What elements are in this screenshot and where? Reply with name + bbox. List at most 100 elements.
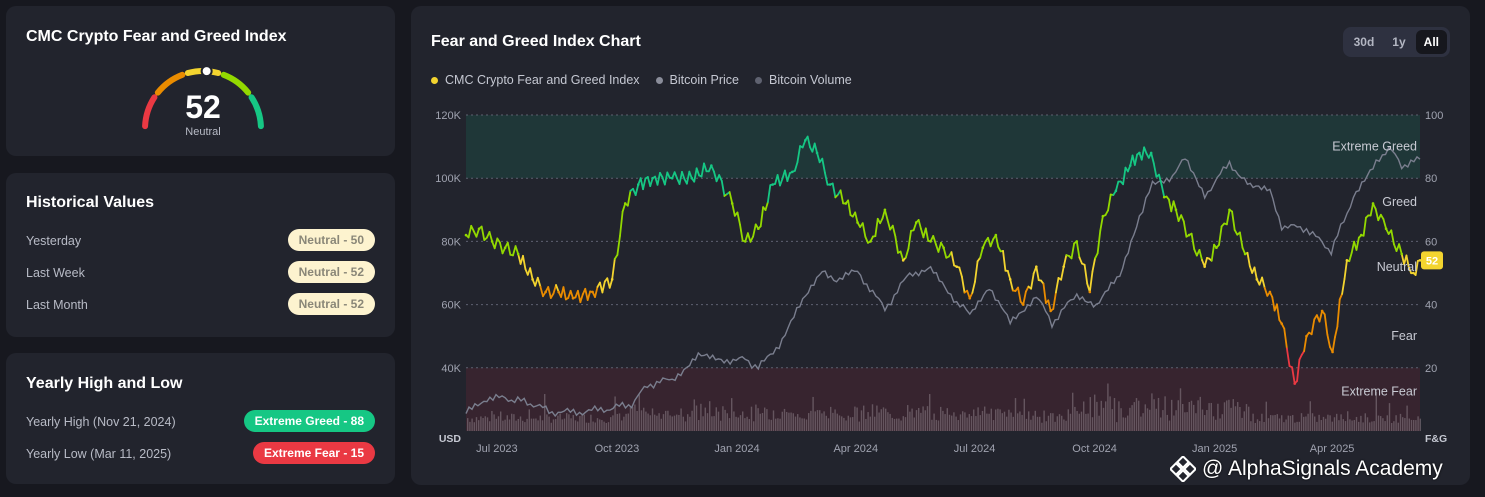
volume-bar: [1204, 415, 1206, 431]
fear-greed-line-segment: [539, 285, 544, 298]
legend-fear-greed[interactable]: CMC Crypto Fear and Greed Index: [431, 73, 640, 87]
legend-label: Bitcoin Volume: [769, 73, 852, 87]
fear-greed-line-segment: [1088, 270, 1094, 293]
fear-greed-line-segment: [1326, 333, 1331, 348]
fear-greed-line-segment: [586, 290, 592, 301]
fear-greed-line-segment: [475, 227, 480, 238]
fear-greed-point: [883, 208, 887, 212]
fear-greed-line-segment: [619, 210, 624, 237]
fear-greed-line-segment: [1150, 152, 1155, 165]
fear-greed-line-segment: [1382, 218, 1387, 230]
fear-greed-line-segment: [1318, 310, 1324, 323]
fear-greed-point: [856, 221, 859, 224]
volume-bar: [524, 422, 526, 431]
yearly-high-label: Yearly High (Nov 21, 2024): [26, 415, 176, 429]
volume-bar: [1263, 421, 1265, 431]
fear-greed-line-segment: [1231, 210, 1236, 231]
current-value-badge: [1421, 251, 1443, 270]
volume-bar: [1012, 416, 1014, 431]
fear-greed-line-segment: [678, 170, 683, 185]
fear-greed-point: [1359, 233, 1363, 237]
gauge-segment-fear: [154, 71, 186, 96]
volume-bar: [735, 416, 737, 431]
fear-greed-point: [544, 290, 547, 294]
volume-bar: [1355, 416, 1358, 431]
legend-bitcoin-price[interactable]: Bitcoin Price: [655, 73, 739, 87]
fear-greed-line-segment: [493, 237, 499, 250]
volume-bar: [607, 422, 610, 431]
fear-greed-line-segment: [569, 289, 574, 300]
fear-greed-point: [1255, 278, 1259, 281]
last-week-badge: Neutral - 52: [287, 261, 375, 283]
fear-greed-point: [1049, 309, 1052, 313]
volume-bar: [601, 420, 603, 431]
volume-bar: [852, 417, 854, 431]
volume-bar: [920, 412, 922, 431]
tab-30d[interactable]: 30d: [1353, 35, 1375, 49]
volume-bar: [1272, 415, 1274, 431]
fear-greed-line-segment: [1091, 257, 1096, 273]
fear-greed-line-segment: [693, 167, 698, 183]
volume-bar: [1067, 409, 1069, 431]
volume-bar: [632, 407, 634, 431]
volume-bar: [1316, 421, 1318, 431]
volume-bar: [1193, 404, 1195, 431]
volume-bar: [904, 417, 907, 431]
volume-bar: [821, 413, 823, 431]
volume-bar: [731, 398, 733, 431]
volume-bar: [1056, 416, 1058, 431]
yearly-low-label: Yearly Low (Mar 11, 2025): [26, 447, 172, 461]
volume-bar: [709, 401, 711, 431]
volume-bar: [588, 422, 590, 431]
y-right-tick-label: 100: [1425, 110, 1443, 122]
volume-bar: [962, 411, 964, 431]
fear-greed-line-segment: [577, 289, 582, 304]
volume-bar: [722, 406, 724, 431]
volume-bar: [647, 413, 649, 431]
fear-greed-line-segment: [1296, 358, 1301, 382]
volume-bar: [792, 413, 794, 431]
volume-bar: [656, 415, 658, 431]
volume-bar: [1397, 422, 1399, 431]
volume-bar: [504, 419, 506, 431]
volume-bar: [1234, 406, 1237, 431]
fear-greed-line-segment: [1052, 291, 1057, 310]
volume-bar: [825, 415, 827, 431]
fear-greed-line-segment: [467, 224, 473, 239]
fear-greed-point: [623, 202, 627, 205]
volume-bar: [1142, 413, 1144, 431]
volume-bar: [680, 408, 682, 431]
fear-greed-line-segment: [1218, 225, 1223, 246]
volume-bar: [489, 421, 491, 431]
fear-greed-line-segment: [831, 182, 837, 199]
volume-bar: [772, 410, 775, 431]
volume-bar: [797, 414, 799, 431]
chart-title: Fear and Greed Index Chart: [431, 33, 641, 50]
volume-bar: [555, 419, 557, 431]
volume-bar: [953, 412, 955, 431]
volume-bar: [533, 418, 535, 431]
volume-bar: [742, 411, 744, 431]
fear-greed-line-segment: [488, 231, 494, 243]
current-value-label: 52: [1426, 255, 1438, 267]
fear-greed-gauge: 52 Neutral: [142, 65, 264, 138]
fear-greed-line-segment: [1374, 207, 1380, 222]
tab-1y[interactable]: 1y: [1392, 35, 1406, 49]
volume-bar: [475, 417, 478, 431]
volume-bar: [1122, 417, 1124, 431]
volume-bar: [594, 422, 596, 431]
fear-greed-line-segment: [942, 246, 948, 259]
volume-bar: [849, 417, 852, 431]
volume-bar: [704, 407, 706, 431]
tab-all[interactable]: All: [1415, 30, 1447, 54]
yearly-high-badge: Extreme Greed - 88: [243, 410, 375, 432]
volume-bar: [1094, 394, 1096, 431]
volume-bar: [1195, 413, 1197, 431]
fear-greed-line-segment: [663, 171, 669, 186]
volume-bar: [1331, 421, 1333, 431]
legend-bitcoin-volume[interactable]: Bitcoin Volume: [755, 73, 852, 87]
volume-bar: [1223, 402, 1226, 431]
gauge-label: Neutral: [185, 126, 220, 138]
fear-greed-line-segment: [759, 206, 765, 228]
volume-bar: [1375, 391, 1377, 431]
